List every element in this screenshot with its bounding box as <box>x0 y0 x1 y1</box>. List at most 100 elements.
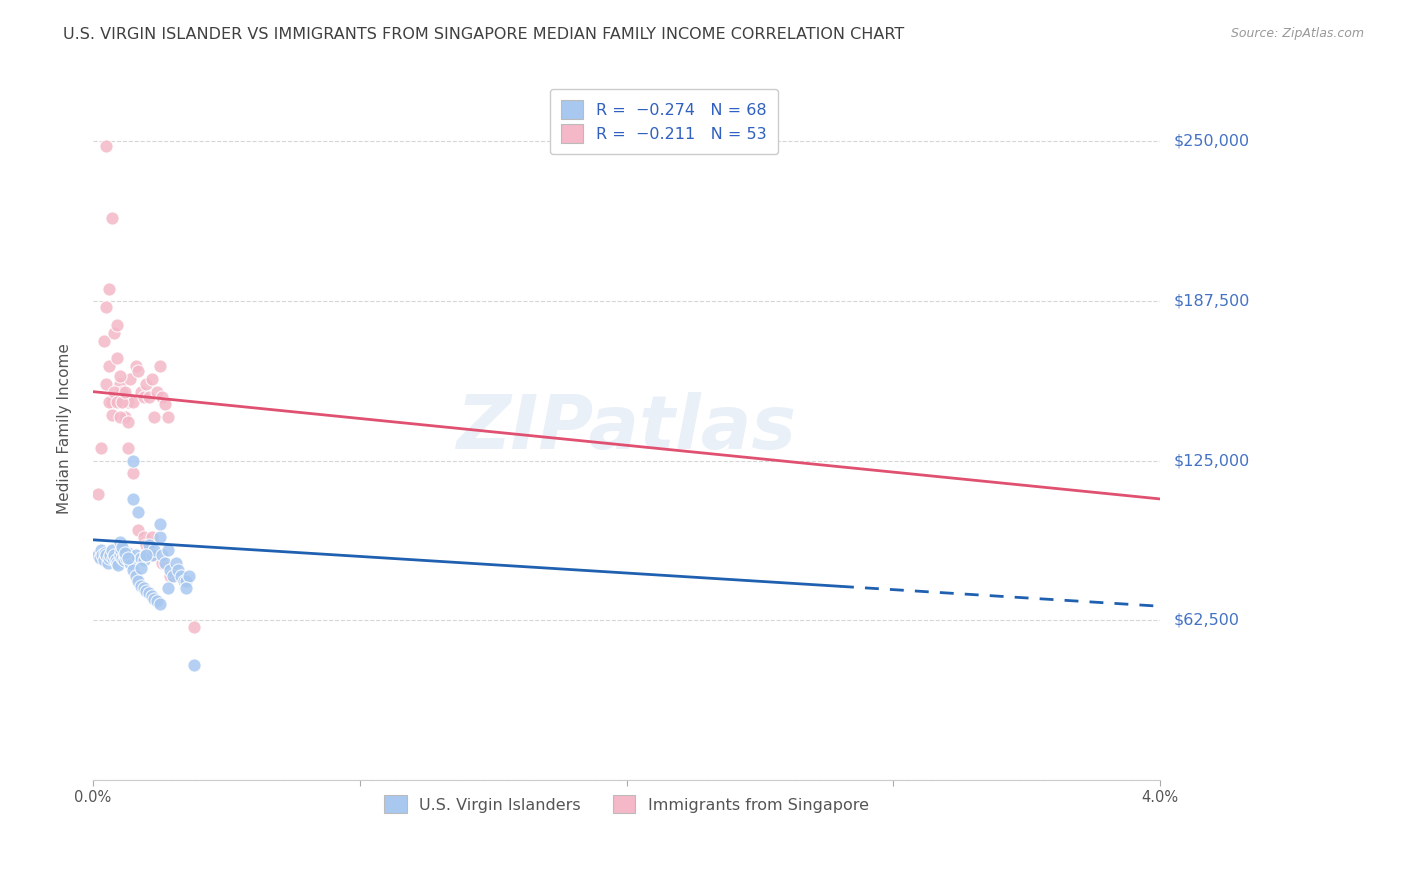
Point <box>118 553 141 567</box>
Point <box>176 582 198 596</box>
Point <box>156 582 179 596</box>
Point <box>143 548 166 562</box>
Point <box>105 318 128 333</box>
Point <box>111 395 134 409</box>
Point <box>94 546 117 560</box>
Point <box>132 553 155 567</box>
Point <box>96 376 118 391</box>
Point <box>98 550 121 565</box>
Text: $62,500: $62,500 <box>1174 613 1240 628</box>
Point <box>135 548 157 562</box>
Point <box>125 359 148 373</box>
Point <box>141 372 163 386</box>
Legend: U.S. Virgin Islanders, Immigrants from Singapore: U.S. Virgin Islanders, Immigrants from S… <box>373 784 880 825</box>
Point <box>150 556 173 570</box>
Point <box>112 553 135 567</box>
Point <box>129 561 152 575</box>
Point <box>129 579 152 593</box>
Point <box>100 408 122 422</box>
Point <box>129 384 152 399</box>
Point <box>105 395 128 409</box>
Point <box>149 359 172 373</box>
Point <box>122 467 145 481</box>
Point <box>183 620 205 634</box>
Point <box>149 597 172 611</box>
Point <box>114 548 136 562</box>
Point <box>127 364 149 378</box>
Point <box>117 395 139 409</box>
Point <box>132 390 155 404</box>
Point <box>127 505 149 519</box>
Point <box>127 523 149 537</box>
Point <box>114 546 136 560</box>
Point <box>107 558 129 573</box>
Point <box>115 550 138 565</box>
Text: $250,000: $250,000 <box>1174 134 1250 149</box>
Point <box>143 410 166 425</box>
Point <box>165 556 187 570</box>
Point <box>105 556 128 570</box>
Point <box>146 594 169 608</box>
Point <box>138 586 160 600</box>
Point <box>117 550 139 565</box>
Point <box>141 548 163 562</box>
Point <box>150 390 173 404</box>
Point <box>117 441 139 455</box>
Point <box>146 384 169 399</box>
Point <box>170 568 193 582</box>
Point <box>153 556 176 570</box>
Point <box>132 530 155 544</box>
Point <box>141 548 163 562</box>
Point <box>129 550 152 565</box>
Point <box>125 548 148 562</box>
Point <box>96 301 118 315</box>
Point <box>104 553 127 567</box>
Point <box>176 574 198 588</box>
Point <box>93 334 115 348</box>
Point <box>98 395 121 409</box>
Point <box>156 410 179 425</box>
Point <box>108 548 131 562</box>
Point <box>138 538 160 552</box>
Point <box>110 543 132 558</box>
Point <box>87 548 110 562</box>
Point <box>153 397 176 411</box>
Point <box>167 564 190 578</box>
Point <box>183 658 205 673</box>
Point <box>156 543 179 558</box>
Point <box>105 351 128 366</box>
Text: $187,500: $187,500 <box>1174 293 1250 309</box>
Point <box>87 487 110 501</box>
Point <box>90 441 112 455</box>
Point <box>138 390 160 404</box>
Point <box>141 589 163 603</box>
Point <box>114 410 136 425</box>
Point <box>150 548 173 562</box>
Point <box>96 548 118 562</box>
Point <box>101 550 124 565</box>
Point <box>108 410 131 425</box>
Point <box>96 139 118 153</box>
Point <box>114 384 136 399</box>
Point <box>117 546 139 560</box>
Point <box>149 517 172 532</box>
Point <box>149 530 172 544</box>
Point <box>162 568 184 582</box>
Point <box>122 453 145 467</box>
Point <box>143 543 166 558</box>
Point <box>100 395 122 409</box>
Point <box>135 548 157 562</box>
Point <box>125 568 148 582</box>
Point <box>127 574 149 588</box>
Text: U.S. VIRGIN ISLANDER VS IMMIGRANTS FROM SINGAPORE MEDIAN FAMILY INCOME CORRELATI: U.S. VIRGIN ISLANDER VS IMMIGRANTS FROM … <box>63 27 904 42</box>
Point <box>91 548 114 562</box>
Point <box>120 556 142 570</box>
Point <box>132 582 155 596</box>
Point <box>176 574 198 588</box>
Point <box>93 553 115 567</box>
Point <box>108 369 131 384</box>
Text: $125,000: $125,000 <box>1174 453 1250 468</box>
Point <box>108 376 131 391</box>
Point <box>98 359 121 373</box>
Point <box>159 564 181 578</box>
